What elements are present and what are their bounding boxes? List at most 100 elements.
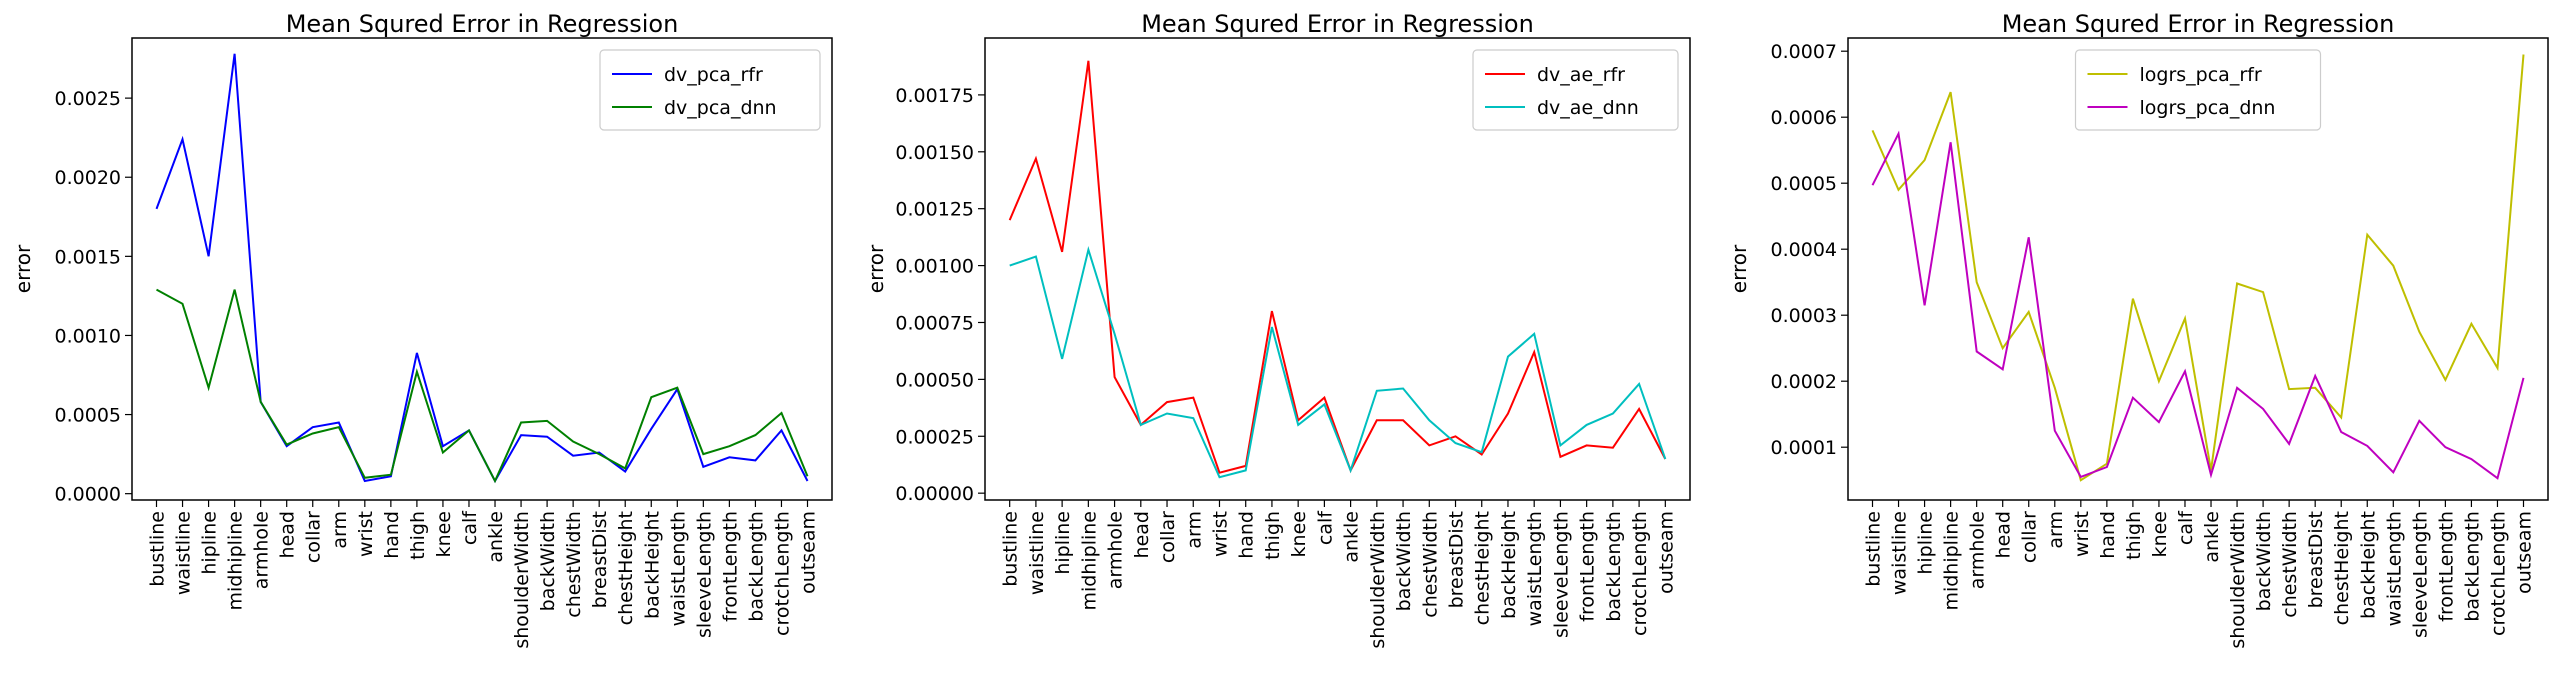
- plot-frame: [984, 37, 1691, 501]
- legend-label: logrs_pca_rfr: [2140, 64, 2262, 86]
- y-tick-label: 0.00025: [895, 426, 974, 448]
- x-tick-label: waistline: [1026, 511, 1048, 595]
- x-tick-label: bustline: [147, 511, 169, 587]
- x-tick-label: breastDist: [1446, 511, 1468, 608]
- x-tick-label: chestHeight: [2331, 511, 2353, 625]
- x-tick-label: midhipline: [1078, 511, 1100, 611]
- x-tick-label: backWidth: [1393, 511, 1415, 611]
- x-tick-label: frontLength: [719, 511, 741, 622]
- x-tick-label: head: [277, 511, 299, 558]
- x-tick-label: backHeight: [2357, 511, 2379, 619]
- series-line-logrs_pca_dnn: [1871, 130, 2525, 480]
- y-axis-label: error: [11, 244, 35, 293]
- x-tick-label: backHeight: [1498, 511, 1520, 619]
- y-tick-label: 0.0006: [1771, 107, 1837, 129]
- series-line-dv_pca_dnn: [156, 288, 809, 484]
- x-tick-label: sleeveLength: [693, 511, 715, 638]
- x-tick-label: ankle: [2201, 511, 2223, 563]
- x-tick-label: hand: [2097, 511, 2119, 559]
- x-tick-label: crotchLength: [1629, 511, 1651, 636]
- x-tick-label: knee: [1288, 511, 1310, 557]
- chart-panel-2: Mean Squred Error in Regression error 0.…: [864, 10, 1691, 649]
- x-tick-label: wrist: [1209, 511, 1231, 557]
- y-tick-label: 0.00050: [895, 369, 974, 391]
- y-axis-label: error: [1727, 244, 1751, 293]
- x-tick-label: shoulderWidth: [511, 511, 533, 649]
- y-tick-label: 0.0020: [55, 167, 121, 189]
- x-tick-label: backWidth: [537, 511, 559, 611]
- x-tick-label: armhole: [1105, 511, 1127, 589]
- legend-label: dv_pca_dnn: [664, 97, 777, 119]
- y-tick-label: 0.00175: [895, 85, 974, 107]
- x-tick-label: waistLength: [2383, 511, 2405, 626]
- legend-label: dv_ae_dnn: [1537, 97, 1639, 119]
- y-tick-label: 0.0005: [55, 405, 121, 427]
- x-tick-label: calf: [1314, 510, 1336, 545]
- x-tick-label: waistLength: [667, 511, 689, 626]
- y-tick-label: 0.0007: [1771, 41, 1837, 63]
- chart-panel-3: Mean Squred Error in Regression error 0.…: [1727, 10, 2549, 649]
- y-tick-label: 0.0015: [55, 246, 121, 268]
- x-tick-label: breastDist: [2305, 511, 2327, 608]
- x-tick-label: arm: [329, 511, 351, 549]
- x-tick-label: chestHeight: [1472, 511, 1494, 625]
- y-tick-label: 0.0000: [55, 484, 121, 506]
- y-axis-label: error: [864, 244, 888, 293]
- x-tick-label: backLength: [1603, 511, 1625, 622]
- series-line-dv_ae_dnn: [1009, 245, 1667, 479]
- x-tick-label: chestWidth: [2279, 511, 2301, 618]
- series-line-dv_ae_rfr: [1008, 60, 1667, 474]
- y-tick-label: 0.00150: [895, 142, 974, 164]
- chart-title: Mean Squred Error in Regression: [2002, 10, 2395, 38]
- x-tick-label: waistline: [1889, 511, 1911, 595]
- x-tick-label: bustline: [1863, 511, 1885, 587]
- x-tick-label: breastDist: [589, 511, 611, 608]
- x-tick-label: hipline: [1915, 511, 1937, 575]
- x-tick-label: chestWidth: [1419, 511, 1441, 618]
- x-tick-label: hipline: [199, 511, 221, 575]
- y-tick-label: 0.00100: [895, 256, 974, 278]
- x-tick-label: collar: [2019, 511, 2041, 563]
- x-tick-label: outseam: [798, 511, 820, 594]
- x-tick-label: midhipline: [225, 511, 247, 611]
- x-tick-label: thigh: [1262, 511, 1284, 560]
- x-tick-label: head: [1993, 511, 2015, 558]
- x-tick-label: hand: [1236, 511, 1258, 559]
- x-tick-label: calf: [2175, 510, 2197, 545]
- legend-label: dv_pca_rfr: [664, 64, 763, 86]
- x-tick-label: thigh: [407, 511, 429, 560]
- x-tick-label: chestHeight: [615, 511, 637, 625]
- x-tick-label: armhole: [251, 511, 273, 589]
- y-tick-label: 0.0003: [1771, 305, 1837, 327]
- x-tick-label: knee: [2149, 511, 2171, 557]
- x-tick-label: backWidth: [2253, 511, 2275, 611]
- x-tick-label: collar: [303, 511, 325, 563]
- y-tick-label: 0.0010: [55, 325, 121, 347]
- y-tick-label: 0.0004: [1771, 239, 1837, 261]
- x-tick-label: waistline: [173, 511, 195, 595]
- x-tick-label: ankle: [485, 511, 507, 563]
- x-tick-label: sleeveLength: [1550, 511, 1572, 638]
- chart-title: Mean Squred Error in Regression: [1141, 10, 1534, 38]
- x-tick-label: ankle: [1341, 511, 1363, 563]
- x-tick-label: chestWidth: [563, 511, 585, 618]
- x-tick-label: bustline: [1000, 511, 1022, 587]
- legend-box: [1472, 49, 1679, 131]
- plot-frame: [1847, 37, 2549, 501]
- series-line-logrs_pca_rfr: [1871, 54, 2525, 482]
- legend-box: [599, 49, 821, 131]
- chart-panel-1: Mean Squred Error in Regression error 0.…: [11, 10, 833, 649]
- y-tick-label: 0.0002: [1771, 371, 1837, 393]
- x-tick-label: backLength: [745, 511, 767, 622]
- y-tick-label: 0.00000: [895, 483, 974, 505]
- x-tick-label: outseam: [2514, 511, 2536, 594]
- x-tick-label: hipline: [1052, 511, 1074, 575]
- x-tick-label: hand: [381, 511, 403, 559]
- x-tick-label: shoulderWidth: [2227, 511, 2249, 649]
- x-tick-label: collar: [1157, 511, 1179, 563]
- x-tick-label: arm: [2045, 511, 2067, 549]
- x-tick-label: wrist: [355, 511, 377, 557]
- y-tick-label: 0.0001: [1771, 437, 1837, 459]
- y-tick-label: 0.0025: [55, 88, 121, 110]
